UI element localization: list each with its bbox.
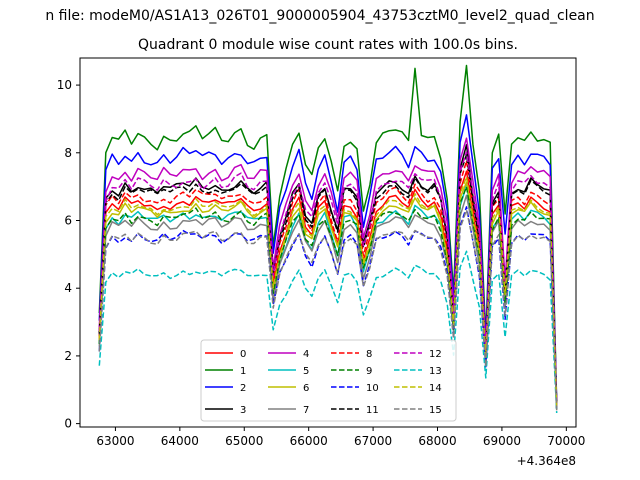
series-line-11 [98, 153, 558, 408]
series-line-13 [98, 250, 558, 414]
legend-label-3: 3 [240, 405, 246, 416]
legend-label-13: 13 [429, 366, 442, 377]
x-tick-label: 69000 [483, 434, 521, 448]
legend-label-15: 15 [429, 405, 442, 416]
x-tick-label: 63000 [96, 434, 134, 448]
legend-label-6: 6 [303, 383, 309, 394]
series-line-15 [98, 209, 558, 411]
legend-label-11: 11 [366, 405, 379, 416]
series-line-12 [98, 151, 558, 407]
x-tick-label: 65000 [225, 434, 263, 448]
legend-label-1: 1 [240, 366, 246, 377]
series-lines [98, 64, 558, 414]
series-line-8 [98, 160, 558, 408]
legend-label-14: 14 [429, 383, 442, 394]
legend-label-10: 10 [366, 383, 379, 394]
y-tick-label: 8 [64, 146, 72, 160]
legend-label-0: 0 [240, 349, 246, 360]
legend-label-8: 8 [366, 349, 372, 360]
x-tick-label: 68000 [418, 434, 456, 448]
y-tick-label: 2 [64, 349, 72, 363]
x-axis: 63000 64000 65000 66000 67000 68000 69000 70000 [96, 427, 585, 448]
series-line-1 [98, 64, 558, 404]
y-tick-label: 4 [64, 281, 72, 295]
legend-label-5: 5 [303, 366, 309, 377]
plot-frame [79, 57, 577, 428]
series-line-9 [98, 186, 558, 409]
y-tick-label: 0 [64, 417, 72, 431]
legend-label-9: 9 [366, 366, 372, 377]
x-offset-label: +4.364e8 [517, 454, 576, 468]
legend-label-4: 4 [303, 349, 309, 360]
x-tick-label: 64000 [161, 434, 199, 448]
y-tick-label: 10 [57, 78, 72, 92]
legend-label-2: 2 [240, 383, 246, 394]
x-tick-label: 70000 [547, 434, 585, 448]
x-tick-label: 67000 [354, 434, 392, 448]
legend-frame [200, 339, 457, 422]
legend-label-7: 7 [303, 405, 309, 416]
y-axis: 0 2 4 6 8 10 [57, 78, 80, 431]
series-line-14 [98, 176, 558, 409]
legend-label-12: 12 [429, 349, 442, 360]
y-tick-label: 6 [64, 213, 72, 227]
figure-suptitle: n file: modeM0/AS1A13_026T01_9000005904_… [45, 8, 594, 24]
chart-title: Quadrant 0 module wise count rates with … [138, 37, 518, 53]
x-tick-label: 66000 [290, 434, 328, 448]
